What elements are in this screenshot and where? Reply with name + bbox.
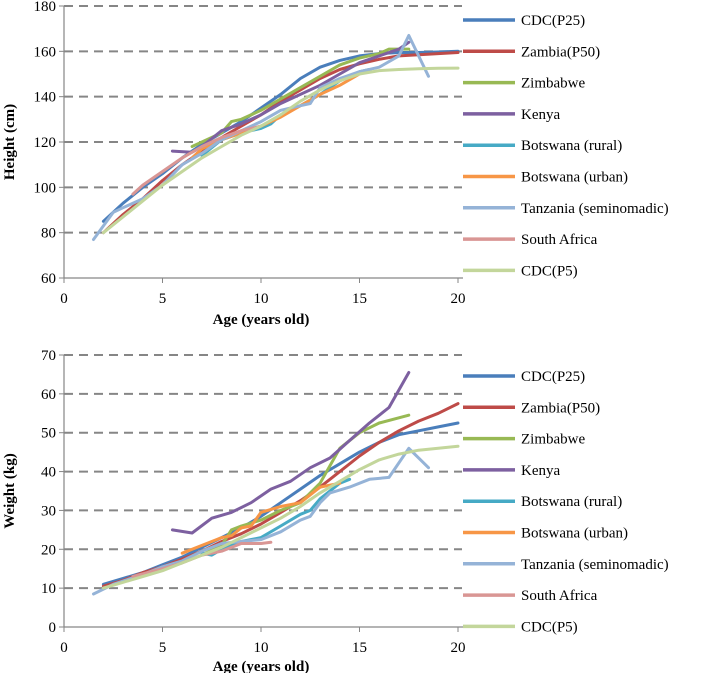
series-line-cdc-p25 [101, 49, 460, 223]
x-axis-label: Age (years old) [213, 659, 310, 673]
height-chart: 60 80 100 120 140 160 180 0 5 10 15 20 Age (years ol… [2, 0, 669, 328]
series-line-kenya [170, 371, 411, 535]
legend-label: South Africa [521, 588, 598, 604]
x-tick-label: 20 [451, 640, 466, 656]
legend-label: South Africa [521, 232, 598, 248]
legend-label: CDC(P25) [521, 13, 585, 29]
series-line-zambia-p50 [101, 402, 460, 588]
series-line-cdc-p25 [101, 421, 460, 586]
x-axis-label: Age (years old) [213, 312, 310, 328]
series-line-cdc-p5 [101, 444, 460, 590]
y-tick-label: 120 [34, 135, 57, 151]
series-line-zimbabwe [200, 413, 411, 557]
legend-label: Tanzania (seminomadic) [521, 201, 669, 217]
weight-chart: 0 10 20 30 40 50 60 70 0 5 10 15 20 Age (years old) We… [2, 348, 669, 675]
x-tick-label: 5 [159, 640, 167, 656]
y-tick-label: 40 [41, 465, 56, 481]
legend-label: Botswana (rural) [521, 494, 622, 510]
legend-label: Zimbabwe [521, 76, 585, 92]
legend: CDC(P25) Zambia(P50) Zimbabwe Kenya Botswana… [463, 13, 669, 279]
y-tick-label: 60 [41, 271, 56, 287]
legend-label: Zambia(P50) [521, 400, 600, 416]
series-line-tanzania-seminomadic [92, 446, 430, 596]
x-tick-label: 0 [60, 640, 68, 656]
legend-label: Kenya [521, 463, 560, 479]
y-tick-label: 0 [49, 620, 57, 636]
legend-label: Zambia(P50) [521, 44, 600, 60]
legend-label: CDC(P5) [521, 619, 578, 635]
y-axis-label: Weight (kg) [2, 453, 18, 528]
y-axis-label: Height (cm) [2, 104, 18, 180]
y-tick-label: 10 [41, 581, 56, 597]
legend-label: Kenya [521, 107, 560, 123]
y-tick-label: 100 [34, 180, 57, 196]
series-line-botswana-urban [180, 481, 342, 555]
legend-label: Botswana (urban) [521, 526, 628, 542]
x-tick-label: 15 [352, 291, 367, 307]
series-line-south-africa [131, 124, 263, 196]
y-tick-label: 140 [34, 90, 57, 106]
x-tick-label: 20 [451, 291, 466, 307]
x-tick-label: 10 [254, 640, 269, 656]
x-tick-label: 0 [60, 291, 68, 307]
y-tick-label: 30 [41, 503, 56, 519]
x-tick-label: 15 [352, 640, 367, 656]
y-tick-label: 180 [34, 0, 57, 15]
legend-label: Zimbabwe [521, 432, 585, 448]
y-tick-label: 80 [41, 226, 56, 242]
x-tick-label: 5 [159, 291, 167, 307]
y-tick-label: 50 [41, 426, 56, 442]
y-tick-label: 160 [34, 44, 57, 60]
y-tick-label: 70 [41, 348, 56, 364]
legend: CDC(P25) Zambia(P50) Zimbabwe Kenya Botswana… [463, 369, 669, 635]
legend-label: Botswana (rural) [521, 138, 622, 154]
legend-label: CDC(P25) [521, 369, 585, 385]
x-tick-label: 10 [254, 291, 269, 307]
series-line-tanzania-seminomadic [92, 34, 430, 241]
series-line-south-africa [131, 540, 273, 578]
series-line-cdc-p5 [101, 66, 460, 235]
legend-label: CDC(P5) [521, 263, 578, 279]
y-tick-label: 20 [41, 542, 56, 558]
legend-label: Botswana (urban) [521, 170, 628, 186]
y-tick-label: 60 [41, 387, 56, 403]
legend-label: Tanzania (seminomadic) [521, 557, 669, 573]
